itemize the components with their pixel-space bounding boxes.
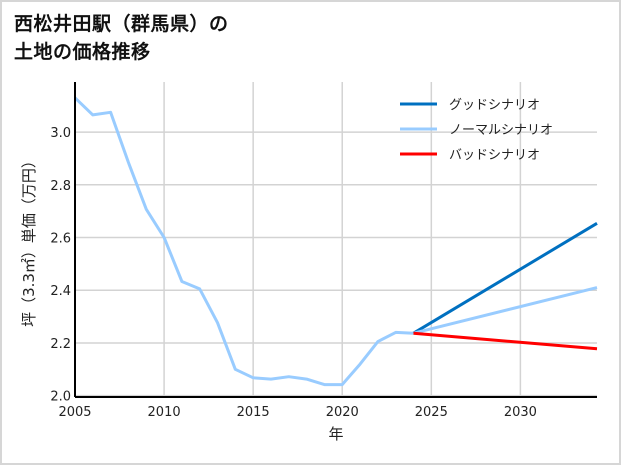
series-line <box>412 222 598 335</box>
chart-title: 西松井田駅（群馬県）の 土地の価格推移 <box>14 13 229 63</box>
legend-label: ノーマルシナリオ <box>449 123 553 138</box>
y-tick-label: 2.8 <box>50 179 71 194</box>
y-tick-label: 2.0 <box>50 390 71 405</box>
x-tick-label: 2025 <box>415 405 448 420</box>
y-tick-label: 2.6 <box>50 232 71 247</box>
x-tick-label: 2020 <box>326 405 359 420</box>
x-tick-label: 2005 <box>58 405 91 420</box>
legend-label: バッドシナリオ <box>449 148 540 163</box>
data-lines <box>73 96 598 387</box>
y-tick-label: 2.2 <box>50 337 71 352</box>
axes <box>74 82 597 398</box>
series-line <box>413 331 598 351</box>
grid-lines <box>74 82 597 397</box>
x-tick-label: 2010 <box>148 405 181 420</box>
tick-labels: 2005 2010 2015 2020 2025 2030 2.0 2.2 2.4 2.6 2.8 3… <box>50 126 537 420</box>
x-tick-label: 2030 <box>504 405 537 420</box>
legend-label: グッドシナリオ <box>449 98 540 113</box>
y-tick-label: 2.4 <box>50 284 71 299</box>
series-line <box>413 286 598 335</box>
y-tick-label: 3.0 <box>50 126 71 141</box>
x-tick-label: 2015 <box>237 405 270 420</box>
y-axis-label: 坪（3.3㎡）単価（万円） <box>20 153 38 327</box>
x-axis-label: 年 <box>328 425 343 443</box>
series-line <box>73 96 414 387</box>
